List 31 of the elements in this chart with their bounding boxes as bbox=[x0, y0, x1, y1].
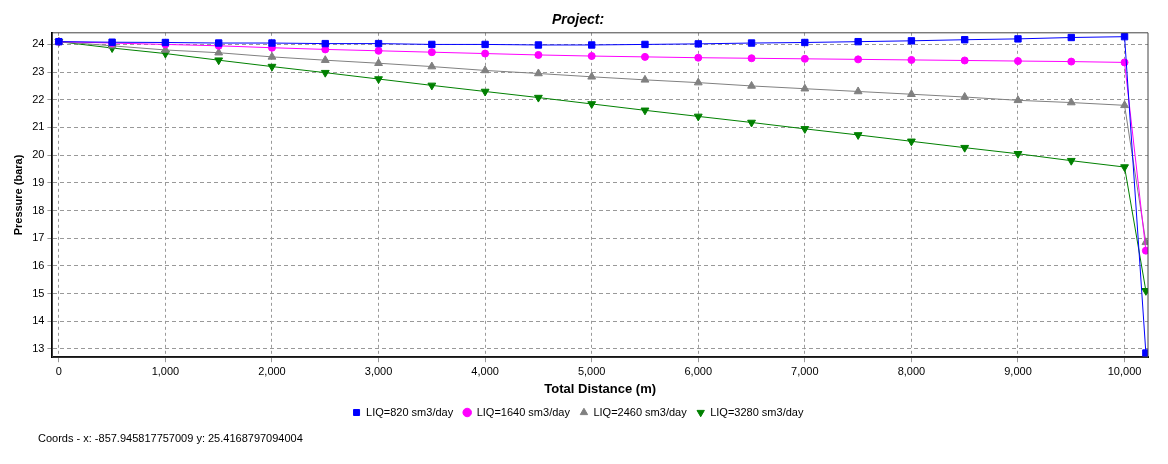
y-tick-label: 15 bbox=[32, 286, 45, 299]
x-tick-label: 0 bbox=[55, 364, 62, 377]
y-tick-label: 22 bbox=[32, 92, 45, 105]
y-axis-title: Pressure (bara) bbox=[11, 154, 24, 236]
legend-label: LIQ=2460 sm3/day bbox=[593, 405, 688, 418]
legend-label: LIQ=820 sm3/day bbox=[366, 405, 454, 418]
x-tick-label: 8,000 bbox=[897, 364, 926, 377]
y-tick-label: 24 bbox=[32, 37, 45, 50]
x-tick-label: 9,000 bbox=[1004, 364, 1032, 377]
x-tick-label: 7,000 bbox=[791, 364, 819, 377]
x-tick-label: 1,000 bbox=[151, 364, 180, 377]
y-tick-label: 16 bbox=[32, 258, 45, 271]
x-tick-label: 6,000 bbox=[684, 364, 713, 377]
x-tick-label: 4,000 bbox=[471, 364, 499, 377]
legend-label: LIQ=3280 sm3/day bbox=[710, 405, 804, 418]
text: Coords - x: -857.945817757009 y: 25.4168797094004 bbox=[38, 432, 304, 444]
y-tick-label: 20 bbox=[32, 148, 45, 161]
x-tick-label: 5,000 bbox=[577, 364, 606, 377]
legend-label: LIQ=1640 sm3/day bbox=[476, 405, 571, 418]
x-tick-label: 10,000 bbox=[1107, 364, 1142, 377]
y-tick-label: 23 bbox=[32, 65, 45, 78]
chart-title: Project: bbox=[551, 11, 605, 28]
x-tick-label: 3,000 bbox=[364, 364, 393, 377]
y-tick-label: 21 bbox=[32, 120, 45, 133]
y-tick-label: 18 bbox=[32, 203, 45, 216]
y-tick-label: 13 bbox=[32, 341, 45, 354]
y-tick-label: 17 bbox=[32, 231, 45, 244]
y-tick-label: 19 bbox=[32, 175, 45, 188]
y-tick-label: 14 bbox=[32, 314, 45, 327]
x-axis-title: Total Distance (m) bbox=[544, 380, 657, 396]
x-tick-label: 2,000 bbox=[258, 364, 286, 377]
